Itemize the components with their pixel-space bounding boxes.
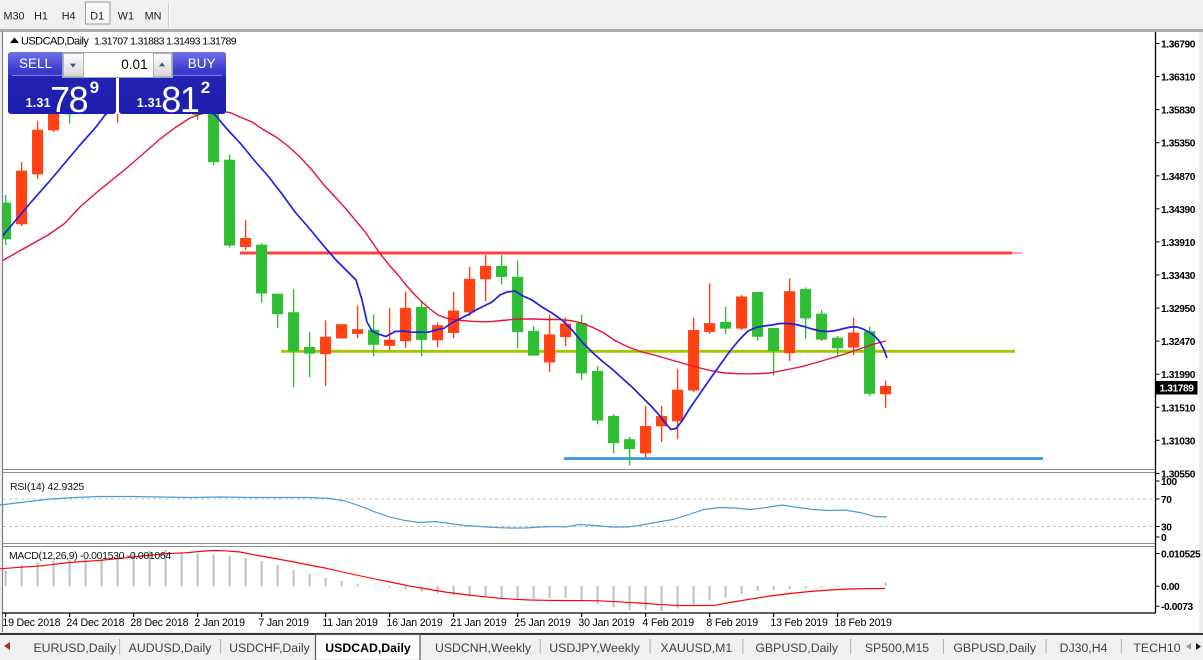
svg-text:M30: M30 — [3, 11, 24, 23]
svg-text:W1: W1 — [118, 11, 134, 23]
svg-text:1.35350: 1.35350 — [1161, 139, 1196, 150]
svg-text:16 Jan 2019: 16 Jan 2019 — [386, 617, 442, 629]
svg-text:21 Jan 2019: 21 Jan 2019 — [450, 617, 506, 629]
svg-text:USDCAD,Daily: USDCAD,Daily — [325, 641, 411, 655]
svg-text:1.31707 1.31883 1.31493 1.3178: 1.31707 1.31883 1.31493 1.31789 — [94, 36, 237, 48]
svg-text:24 Dec 2018: 24 Dec 2018 — [66, 617, 124, 629]
svg-text:8 Feb 2019: 8 Feb 2019 — [706, 617, 758, 629]
svg-text:19 Dec 2018: 19 Dec 2018 — [2, 617, 60, 629]
svg-text:1.31789: 1.31789 — [1160, 384, 1195, 395]
svg-text:H1: H1 — [34, 11, 48, 23]
svg-text:XAUUSD,M1: XAUUSD,M1 — [661, 641, 733, 655]
svg-text:MN: MN — [145, 11, 162, 23]
svg-text:0: 0 — [1161, 533, 1167, 544]
svg-text:70: 70 — [1161, 495, 1172, 506]
svg-text:1.36310: 1.36310 — [1161, 73, 1196, 84]
svg-text:GBPUSD,Daily: GBPUSD,Daily — [953, 641, 1037, 655]
svg-text:100: 100 — [1161, 477, 1178, 488]
svg-text:EURUSD,Daily: EURUSD,Daily — [33, 641, 117, 655]
svg-text:1.32950: 1.32950 — [1161, 304, 1196, 315]
svg-text:1.31510: 1.31510 — [1161, 403, 1196, 414]
svg-text:25 Jan 2019: 25 Jan 2019 — [514, 617, 570, 629]
svg-text:AUDUSD,Daily: AUDUSD,Daily — [129, 641, 213, 655]
svg-text:D1: D1 — [90, 11, 104, 23]
svg-text:USDJPY,Weekly: USDJPY,Weekly — [549, 641, 640, 655]
svg-text:0.00: 0.00 — [1161, 582, 1180, 593]
svg-text:1.33910: 1.33910 — [1161, 238, 1196, 249]
svg-text:H4: H4 — [62, 11, 76, 23]
svg-text:MACD(12,26,9) -0.001530 -0.001: MACD(12,26,9) -0.001530 -0.001064 — [9, 550, 171, 562]
svg-text:TECH10: TECH10 — [1133, 641, 1180, 655]
svg-text:11 Jan 2019: 11 Jan 2019 — [322, 617, 378, 629]
svg-text:28 Dec 2018: 28 Dec 2018 — [130, 617, 188, 629]
svg-text:RSI(14) 42.9325: RSI(14) 42.9325 — [10, 481, 84, 493]
svg-text:2 Jan 2019: 2 Jan 2019 — [194, 617, 245, 629]
svg-text:0.010525: 0.010525 — [1161, 550, 1201, 561]
svg-text:SP500,M15: SP500,M15 — [865, 641, 929, 655]
svg-text:USDCNH,Weekly: USDCNH,Weekly — [435, 641, 532, 655]
svg-text:1.33430: 1.33430 — [1161, 271, 1196, 282]
svg-text:4 Feb 2019: 4 Feb 2019 — [642, 617, 694, 629]
svg-text:18 Feb 2019: 18 Feb 2019 — [834, 617, 892, 629]
svg-text:1.34870: 1.34870 — [1161, 172, 1196, 183]
svg-text:30: 30 — [1161, 523, 1172, 534]
svg-text:13 Feb 2019: 13 Feb 2019 — [770, 617, 828, 629]
svg-text:1.31030: 1.31030 — [1161, 436, 1196, 447]
svg-text:-0.0073: -0.0073 — [1161, 602, 1193, 613]
svg-text:1.35830: 1.35830 — [1161, 106, 1196, 117]
svg-text:1.36790: 1.36790 — [1161, 40, 1196, 51]
svg-text:1.31990: 1.31990 — [1161, 370, 1196, 381]
svg-text:1.30550: 1.30550 — [1161, 469, 1196, 480]
svg-text:USDCAD,Daily: USDCAD,Daily — [21, 36, 89, 48]
svg-text:GBPUSD,Daily: GBPUSD,Daily — [755, 641, 839, 655]
svg-text:1.32470: 1.32470 — [1161, 337, 1196, 348]
svg-text:1.34390: 1.34390 — [1161, 205, 1196, 216]
svg-text:USDCHF,Daily: USDCHF,Daily — [229, 641, 310, 655]
svg-text:7 Jan 2019: 7 Jan 2019 — [258, 617, 309, 629]
svg-text:DJ30,H4: DJ30,H4 — [1060, 641, 1108, 655]
svg-text:30 Jan 2019: 30 Jan 2019 — [578, 617, 634, 629]
